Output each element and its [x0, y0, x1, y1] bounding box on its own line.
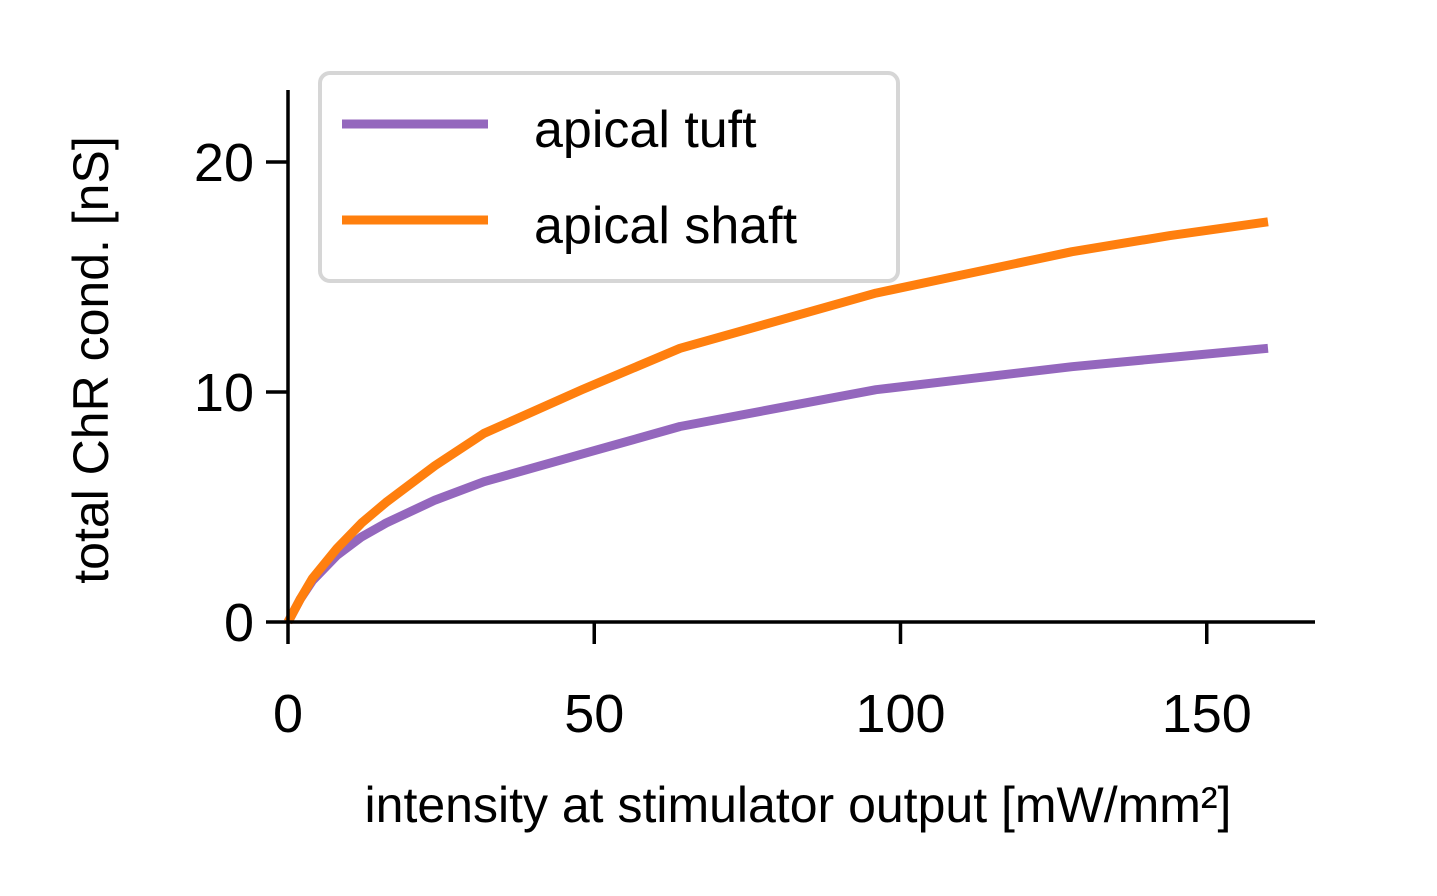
y-tick-label-20: 20: [194, 133, 254, 193]
x-axis-label: intensity at stimulator output [mW/mm²]: [365, 777, 1232, 833]
x-tick-label-150: 150: [1162, 684, 1252, 744]
y-axis-label: total ChR cond. [nS]: [63, 136, 119, 583]
x-tick-label-0: 0: [273, 684, 303, 744]
legend: apical tuft apical shaft: [318, 71, 900, 283]
series-line-apical-tuft: [284, 343, 1269, 625]
x-tick-label-100: 100: [855, 684, 945, 744]
x-tick-label-50: 50: [564, 684, 624, 744]
ticks-layer: 0 50 100 150 0 10 20: [194, 133, 1252, 744]
legend-label-apical-tuft: apical tuft: [534, 101, 757, 159]
series-layer: [284, 217, 1269, 625]
y-tick-label-0: 0: [224, 593, 254, 653]
legend-label-apical-shaft: apical shaft: [534, 197, 798, 255]
y-tick-label-10: 10: [194, 363, 254, 423]
series-line-apical-shaft: [284, 217, 1269, 625]
axes-layer: [286, 90, 1315, 624]
